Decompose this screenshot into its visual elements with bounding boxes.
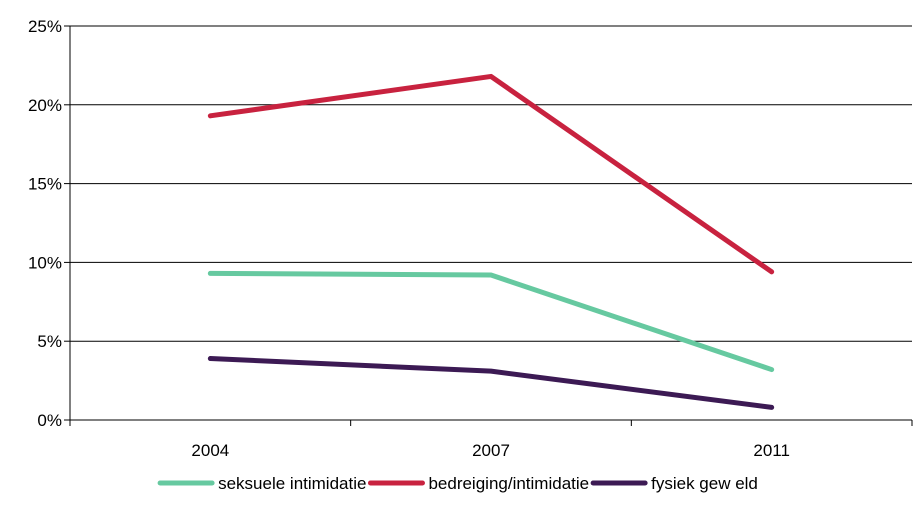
series-lines — [207, 73, 775, 410]
legend-label: fysiek gew eld — [651, 474, 758, 493]
gridlines — [70, 25, 912, 342]
series-line — [207, 73, 775, 275]
x-tick-label: 2007 — [472, 441, 510, 460]
legend-label: seksuele intimidatie — [218, 474, 366, 493]
y-tick-label: 15% — [28, 175, 62, 194]
x-axis-ticks: 2004 2007 2011 — [69, 420, 913, 460]
axes — [69, 26, 912, 421]
y-axis-ticks: 0% 5% 10% 15% 20% 25% — [28, 17, 70, 430]
y-tick-label: 20% — [28, 96, 62, 115]
y-tick-label: 10% — [28, 253, 62, 272]
series-line — [207, 356, 775, 410]
legend-label: bedreiging/intimidatie — [428, 474, 589, 493]
x-tick-label: 2011 — [753, 441, 790, 460]
y-tick-label: 5% — [37, 332, 62, 351]
y-tick-label: 25% — [28, 17, 62, 36]
legend: seksuele intimidatie bedreiging/intimidat… — [157, 474, 758, 493]
x-tick-label: 2004 — [191, 441, 229, 460]
series-line — [207, 270, 775, 373]
y-tick-label: 0% — [37, 411, 62, 430]
